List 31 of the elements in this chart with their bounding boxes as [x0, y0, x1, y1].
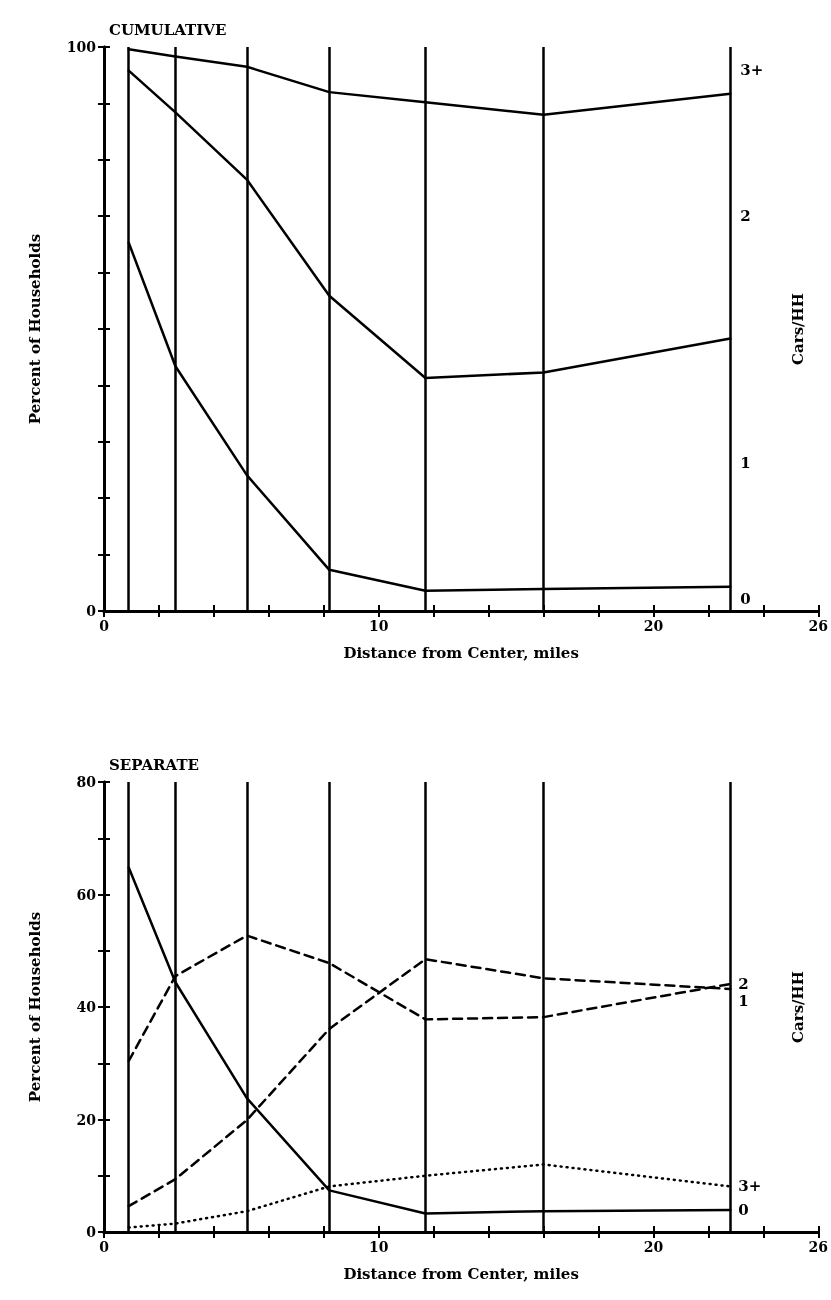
chart-title: CUMULATIVE: [109, 20, 227, 39]
y-axis-title: Percent of Households: [25, 911, 44, 1103]
y-tick-label: 40: [76, 999, 97, 1015]
y-tick-label: 0: [86, 1224, 97, 1240]
x-tick-label: 0: [99, 1239, 110, 1255]
series-label: 0: [738, 1201, 749, 1220]
x-tick-label: 10: [368, 618, 389, 634]
series-label: 3+: [738, 1177, 762, 1196]
series-label: 1: [738, 991, 749, 1010]
chart-title: SEPARATE: [109, 755, 199, 774]
y-tick-label: 20: [76, 1111, 97, 1128]
x-tick-label: 0: [99, 618, 110, 634]
y-tick-label: 100: [66, 39, 97, 55]
x-axis-title: Distance from Center, miles: [343, 643, 579, 662]
y2-axis-title: Cars/HH: [788, 971, 807, 1043]
series-label: 2: [738, 974, 749, 993]
x-axis-title: Distance from Center, miles: [343, 1264, 579, 1283]
annotation: 0: [740, 589, 751, 608]
y2-axis-title: Cars/HH: [788, 293, 807, 365]
x-tick-label: 26: [808, 1239, 828, 1255]
y-axis-title: Percent of Households: [25, 233, 44, 425]
annotation: 3+: [740, 61, 764, 80]
x-tick-label: 10: [368, 1239, 389, 1255]
annotation: 2: [740, 207, 751, 226]
x-tick-label: 26: [808, 618, 828, 634]
x-tick-label: 20: [643, 1239, 664, 1255]
x-tick-label: 20: [643, 618, 664, 634]
annotation: 1: [740, 453, 751, 472]
y-tick-label: 0: [86, 603, 97, 619]
y-tick-label: 80: [76, 774, 97, 790]
y-tick-label: 60: [76, 886, 97, 903]
